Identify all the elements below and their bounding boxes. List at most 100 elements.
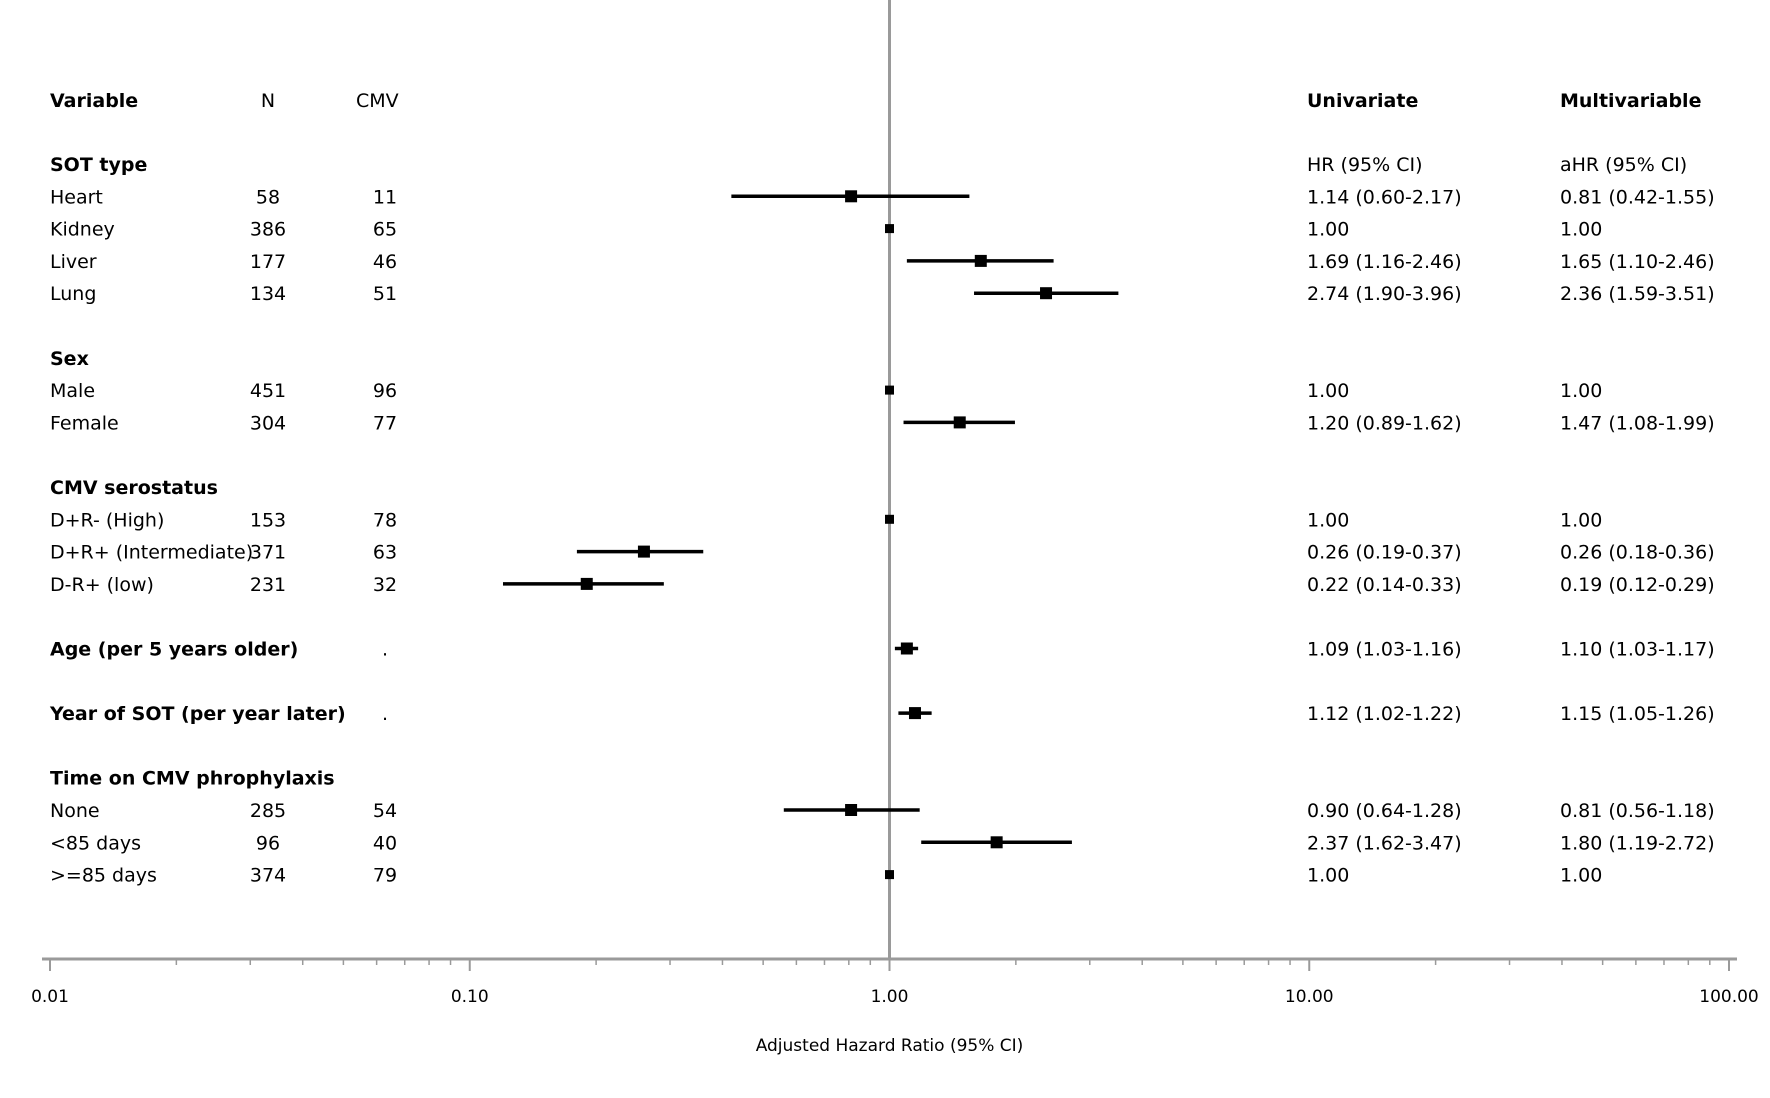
multivariable-value: 1.80 (1.19-2.72) — [1560, 832, 1715, 854]
univariate-value: 1.00 — [1307, 509, 1349, 531]
cmv-value: 79 — [373, 865, 397, 887]
tick-label: 0.10 — [451, 987, 489, 1007]
cmv-value: 11 — [373, 186, 397, 208]
group-label: CMV serostatus — [50, 477, 218, 499]
multivariable-value: 1.47 (1.08-1.99) — [1560, 412, 1715, 434]
n-value: 374 — [250, 865, 286, 887]
n-value: 285 — [250, 800, 286, 822]
header-univariate-sub: HR (95% CI) — [1307, 154, 1423, 176]
group-label: Time on CMV phrophylaxis — [50, 768, 335, 790]
cmv-value: . — [382, 639, 388, 661]
cmv-value: 63 — [373, 542, 397, 564]
n-value: 371 — [250, 542, 286, 564]
header-multivariable: Multivariable — [1560, 90, 1701, 112]
row-label: Heart — [50, 186, 103, 208]
univariate-value: 1.09 (1.03-1.16) — [1307, 639, 1462, 661]
n-value: 177 — [250, 251, 286, 273]
multivariable-value: 1.00 — [1560, 219, 1602, 241]
multivariable-value: 1.10 (1.03-1.17) — [1560, 639, 1715, 661]
row-label: Lung — [50, 283, 96, 305]
estimate-marker — [885, 514, 894, 524]
univariate-value: 1.00 — [1307, 219, 1349, 241]
cmv-value: 51 — [373, 283, 397, 305]
x-axis-title: Adjusted Hazard Ratio (95% CI) — [756, 1036, 1024, 1056]
n-value: 153 — [250, 509, 286, 531]
row-label: Male — [50, 380, 95, 402]
tick-label: 10.00 — [1285, 987, 1334, 1007]
tick-label: 100.00 — [1699, 987, 1758, 1007]
n-value: 134 — [250, 283, 286, 305]
header-row: Variable N CMV Univariate Multivariable — [50, 90, 1701, 112]
cmv-value: 77 — [373, 412, 397, 434]
cmv-value: 40 — [373, 832, 397, 854]
row-label: >=85 days — [50, 865, 157, 887]
estimate-marker — [885, 385, 894, 395]
multivariable-value: 0.26 (0.18-0.36) — [1560, 542, 1715, 564]
plot-area — [502, 0, 1119, 959]
estimate-marker — [580, 577, 593, 590]
row-label: None — [50, 800, 100, 822]
univariate-value: 1.69 (1.16-2.46) — [1307, 251, 1462, 273]
univariate-value: 2.37 (1.62-3.47) — [1307, 832, 1462, 854]
multivariable-value: 1.00 — [1560, 865, 1602, 887]
estimate-marker — [908, 707, 921, 720]
univariate-value: 1.00 — [1307, 865, 1349, 887]
multivariable-value: 1.65 (1.10-2.46) — [1560, 251, 1715, 273]
n-value: 386 — [250, 219, 286, 241]
multivariable-value: 1.15 (1.05-1.26) — [1560, 703, 1715, 725]
cmv-value: 96 — [373, 380, 397, 402]
estimate-marker — [637, 545, 650, 558]
header-univariate: Univariate — [1307, 90, 1418, 112]
cmv-value: . — [382, 703, 388, 725]
univariate-value: 2.74 (1.90-3.96) — [1307, 283, 1462, 305]
univariate-value: 1.14 (0.60-2.17) — [1307, 186, 1462, 208]
group-label: Sex — [50, 348, 89, 370]
row-label: D-R+ (low) — [50, 574, 154, 596]
tick-label: 1.00 — [871, 987, 909, 1007]
estimate-marker — [845, 804, 858, 816]
cmv-value: 54 — [373, 800, 397, 822]
n-value: 231 — [250, 574, 286, 596]
n-value: 304 — [250, 412, 286, 434]
group-label: Age (per 5 years older) — [50, 639, 298, 661]
estimate-marker — [845, 190, 858, 203]
multivariable-value: 2.36 (1.59-3.51) — [1560, 283, 1715, 305]
n-value: 58 — [256, 186, 280, 208]
estimate-marker — [1040, 287, 1053, 300]
header-cmv: CMV — [356, 90, 399, 112]
multivariable-value: 0.81 (0.42-1.55) — [1560, 186, 1715, 208]
multivariable-value: 0.81 (0.56-1.18) — [1560, 800, 1715, 822]
cmv-value: 65 — [373, 219, 397, 241]
multivariable-value: 1.00 — [1560, 380, 1602, 402]
tick-label: 0.01 — [31, 987, 69, 1007]
univariate-value: 0.90 (0.64-1.28) — [1307, 800, 1462, 822]
row-label: D+R- (High) — [50, 509, 164, 531]
n-value: 96 — [256, 832, 280, 854]
univariate-value: 1.12 (1.02-1.22) — [1307, 703, 1462, 725]
cmv-value: 78 — [373, 509, 397, 531]
cmv-value: 46 — [373, 251, 397, 273]
header-multivariable-sub: aHR (95% CI) — [1560, 154, 1687, 176]
multivariable-value: 1.00 — [1560, 509, 1602, 531]
group-label: Year of SOT (per year later) — [49, 703, 346, 725]
univariate-value: 1.00 — [1307, 380, 1349, 402]
estimate-marker — [885, 224, 894, 234]
x-axis: 0.01 0.10 1.00 10.00 100.00 Adjusted Hazard R… — [31, 957, 1759, 1056]
univariate-value: 0.26 (0.19-0.37) — [1307, 542, 1462, 564]
row-label: <85 days — [50, 832, 141, 854]
univariate-value: 1.20 (0.89-1.62) — [1307, 412, 1462, 434]
cmv-value: 32 — [373, 574, 397, 596]
header-n: N — [261, 90, 275, 112]
univariate-value: 0.22 (0.14-0.33) — [1307, 574, 1462, 596]
row-label: Kidney — [50, 219, 115, 241]
row-label: D+R+ (Intermediate) — [50, 542, 253, 564]
row-label: Female — [50, 412, 119, 434]
group-label: SOT type — [50, 154, 147, 176]
estimate-marker — [900, 642, 913, 655]
estimate-marker — [953, 416, 966, 429]
estimate-marker — [990, 836, 1003, 849]
header-variable: Variable — [50, 90, 138, 112]
estimate-marker — [974, 254, 987, 267]
estimate-marker — [885, 870, 894, 880]
row-label: Liver — [50, 251, 97, 273]
